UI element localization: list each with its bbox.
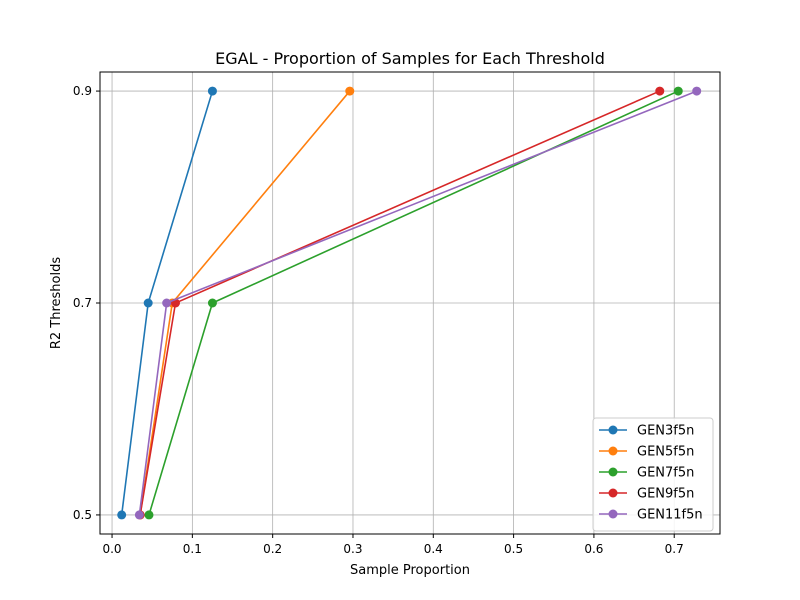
data-point	[345, 86, 355, 96]
data-point	[673, 86, 683, 96]
data-point	[134, 510, 144, 520]
y-tick-label: 0.9	[73, 84, 92, 98]
x-tick-label: 0.6	[584, 542, 603, 556]
data-point	[655, 86, 665, 96]
legend: GEN3f5n GEN5f5n GEN7f5n GEN9f5n GEN11f5n	[592, 417, 714, 532]
x-tick-label: 0.5	[504, 542, 523, 556]
data-point	[162, 298, 172, 308]
data-point	[207, 298, 217, 308]
y-tick-label: 0.7	[73, 296, 92, 310]
data-point	[692, 86, 702, 96]
legend-label: GEN7f5n	[637, 466, 694, 481]
data-point	[144, 510, 154, 520]
legend-marker	[608, 467, 618, 477]
axis-ticks: 0.0 0.1 0.2 0.3 0.4 0.5 0.6 0.7 0.5 0.7 0.9	[73, 84, 684, 556]
series-layer	[117, 86, 702, 520]
legend-marker	[608, 446, 618, 456]
legend-marker	[608, 425, 618, 435]
legend-label: GEN5f5n	[637, 445, 694, 460]
x-tick-label: 0.7	[665, 542, 684, 556]
y-axis-label: R2 Thresholds	[49, 257, 64, 350]
x-tick-label: 0.0	[102, 542, 121, 556]
legend-label: GEN9f5n	[637, 487, 694, 502]
x-tick-label: 0.4	[424, 542, 443, 556]
grid	[100, 72, 720, 534]
series-gen3f5n	[117, 86, 217, 520]
legend-marker	[608, 488, 618, 498]
x-tick-label: 0.1	[183, 542, 202, 556]
data-point	[207, 86, 217, 96]
legend-marker	[608, 509, 618, 519]
data-point	[117, 510, 127, 520]
x-tick-label: 0.3	[343, 542, 362, 556]
data-point	[143, 298, 153, 308]
legend-label: GEN3f5n	[637, 424, 694, 439]
series-gen11f5n	[134, 86, 702, 520]
y-tick-label: 0.5	[73, 508, 92, 522]
legend-label: GEN11f5n	[637, 508, 703, 523]
series-gen7f5n	[144, 86, 683, 520]
chart-title: EGAL - Proportion of Samples for Each Th…	[215, 49, 605, 68]
legend-box	[592, 417, 714, 532]
x-tick-label: 0.2	[263, 542, 282, 556]
x-axis-label: Sample Proportion	[350, 563, 470, 578]
